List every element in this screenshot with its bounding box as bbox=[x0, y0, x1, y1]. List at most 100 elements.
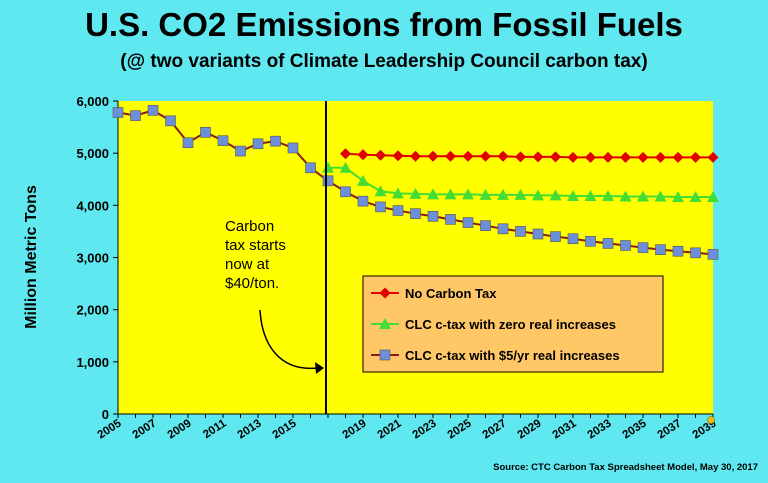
legend: No Carbon Tax CLC c-tax with zero real in… bbox=[362, 275, 664, 373]
data-point-zero-increase bbox=[514, 188, 527, 200]
data-point-five-increase bbox=[322, 175, 334, 187]
data-point-zero-increase bbox=[584, 189, 597, 201]
x-tick-label: 2023 bbox=[411, 417, 439, 441]
corner-marker bbox=[707, 416, 715, 424]
data-point-five-increase bbox=[445, 214, 456, 225]
data-point-no-tax bbox=[515, 151, 526, 163]
data-point-five-increase bbox=[130, 110, 141, 121]
data-point-zero-increase bbox=[444, 188, 457, 200]
data-point-zero-increase bbox=[672, 190, 684, 202]
x-tick-label: 2031 bbox=[551, 417, 579, 441]
data-point-no-tax bbox=[532, 151, 544, 163]
data-point-no-tax bbox=[392, 150, 404, 162]
data-point-zero-increase bbox=[479, 188, 492, 200]
data-point-five-increase bbox=[287, 142, 299, 154]
data-point-zero-increase bbox=[707, 190, 719, 202]
data-point-no-tax bbox=[375, 149, 386, 161]
data-point-zero-increase bbox=[357, 174, 369, 186]
data-point-zero-increase bbox=[392, 187, 404, 199]
data-point-five-increase bbox=[637, 242, 649, 253]
annotation-line: $40/ton. bbox=[225, 275, 279, 292]
data-point-no-tax bbox=[427, 150, 439, 162]
legend-marker bbox=[379, 318, 391, 329]
data-point-no-tax bbox=[550, 151, 561, 163]
annotation-line: tax starts bbox=[225, 237, 286, 254]
x-tick-label: 2037 bbox=[656, 417, 684, 441]
data-point-five-increase bbox=[200, 127, 211, 138]
series-line-no-tax bbox=[345, 152, 713, 159]
data-point-five-increase bbox=[375, 201, 386, 213]
data-point-zero-increase bbox=[462, 188, 474, 200]
data-point-five-increase bbox=[270, 135, 281, 147]
data-point-five-increase bbox=[410, 208, 421, 219]
data-point-no-tax bbox=[462, 150, 474, 162]
data-point-zero-increase bbox=[532, 189, 544, 201]
annotation-text: Carbon tax starts now at $40/ton. bbox=[225, 218, 286, 292]
legend-item-no-tax: No Carbon Tax bbox=[405, 286, 497, 301]
annotation-arrowhead bbox=[315, 362, 324, 374]
data-point-no-tax bbox=[445, 150, 456, 162]
data-point-zero-increase bbox=[549, 189, 562, 201]
annotation-line: Carbon bbox=[225, 218, 274, 235]
data-point-zero-increase bbox=[427, 188, 439, 200]
data-point-no-tax bbox=[357, 149, 369, 161]
data-point-no-tax bbox=[602, 151, 614, 163]
data-point-zero-increase bbox=[409, 187, 422, 199]
data-point-zero-increase bbox=[619, 190, 632, 202]
legend-box bbox=[362, 275, 664, 373]
data-point-five-increase bbox=[655, 244, 666, 255]
data-point-five-increase bbox=[217, 135, 229, 146]
y-tick-label: 1,000 bbox=[76, 355, 109, 370]
legend-item-zero-increase: CLC c-tax with zero real increases bbox=[405, 317, 616, 332]
x-tick-label: 2029 bbox=[516, 417, 544, 441]
x-tick-label: 2027 bbox=[481, 417, 509, 441]
legend-item-five-increase: CLC c-tax with $5/yr real increases bbox=[405, 348, 620, 363]
x-tick-label: 2033 bbox=[586, 417, 614, 441]
data-point-five-increase bbox=[305, 162, 316, 174]
series-layer bbox=[112, 105, 719, 260]
x-tick-label: 2035 bbox=[621, 417, 649, 441]
data-point-no-tax bbox=[690, 151, 701, 163]
y-axis-label: Million Metric Tons bbox=[23, 185, 40, 329]
data-point-zero-increase bbox=[602, 189, 614, 201]
x-tick-label: 2009 bbox=[166, 417, 194, 441]
data-point-five-increase bbox=[112, 107, 124, 118]
data-point-zero-increase bbox=[339, 161, 352, 173]
x-tick-label: 2021 bbox=[376, 417, 404, 441]
y-tick-label: 0 bbox=[102, 407, 109, 422]
data-point-five-increase bbox=[585, 236, 596, 247]
data-point-five-increase bbox=[480, 220, 491, 231]
data-point-no-tax bbox=[410, 150, 421, 162]
data-point-five-increase bbox=[672, 245, 684, 257]
data-point-no-tax bbox=[672, 151, 684, 163]
x-tick-label: 2007 bbox=[131, 417, 159, 441]
data-point-five-increase bbox=[340, 186, 351, 198]
data-point-no-tax bbox=[567, 151, 579, 163]
x-tick-label: 2025 bbox=[446, 417, 474, 441]
data-point-five-increase bbox=[357, 195, 369, 207]
x-axis-ticks: 2005 2007 2009 2011 2013 2015 2019 2021 2023 2025… bbox=[96, 413, 719, 441]
data-point-no-tax bbox=[707, 151, 719, 163]
data-point-five-increase bbox=[165, 115, 176, 127]
annotation-line: now at bbox=[225, 256, 270, 273]
annotation-arrow bbox=[259, 309, 319, 370]
data-point-zero-increase bbox=[497, 188, 509, 200]
data-point-five-increase bbox=[462, 217, 474, 228]
chart-subtitle: (@ two variants of Climate Leadership Co… bbox=[120, 51, 648, 72]
data-point-no-tax bbox=[340, 148, 351, 160]
data-point-no-tax bbox=[480, 150, 491, 162]
data-point-no-tax bbox=[497, 150, 509, 162]
y-tick-label: 4,000 bbox=[76, 198, 109, 213]
data-point-five-increase bbox=[550, 231, 561, 242]
y-tick-label: 2,000 bbox=[76, 303, 109, 318]
data-point-zero-increase bbox=[374, 185, 387, 197]
data-point-five-increase bbox=[515, 226, 526, 237]
data-point-no-tax bbox=[637, 151, 649, 163]
data-point-five-increase bbox=[182, 137, 194, 149]
x-tick-label: 2013 bbox=[236, 417, 264, 441]
data-point-no-tax bbox=[655, 151, 666, 163]
data-point-five-increase bbox=[620, 240, 631, 251]
y-tick-label: 6,000 bbox=[76, 94, 109, 109]
data-point-five-increase bbox=[235, 145, 246, 157]
data-point-five-increase bbox=[392, 205, 404, 216]
